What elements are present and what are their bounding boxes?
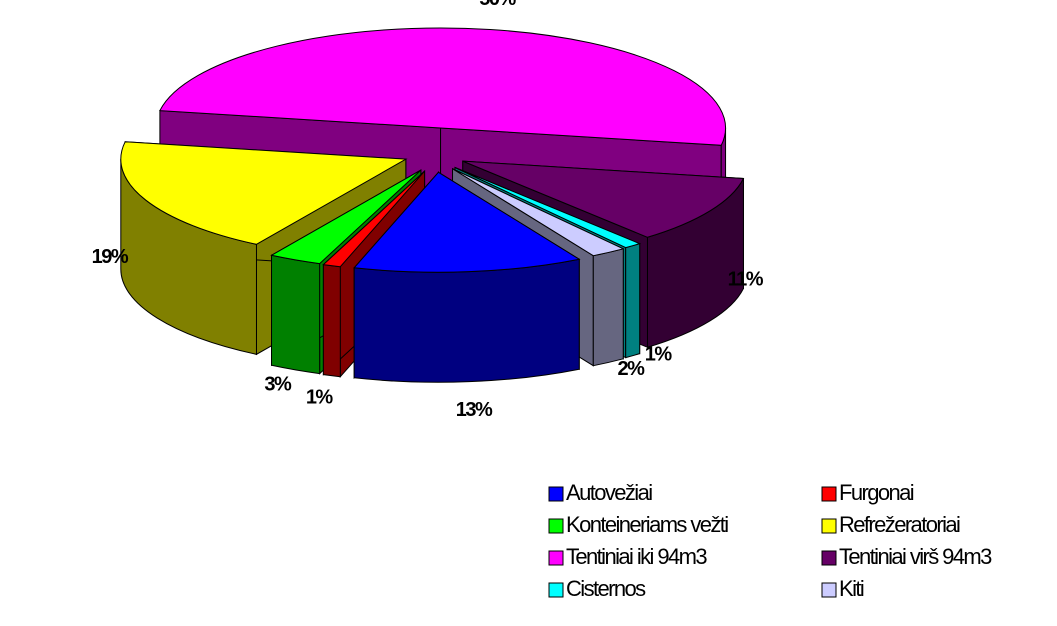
legend-label: Konteineriams vežti [566, 512, 728, 537]
legend-label: Refrežeratoriai [839, 512, 960, 537]
legend-label: Furgonai [839, 480, 914, 505]
slice-wall [322, 264, 341, 378]
data-label: 3% [264, 374, 292, 396]
slice-top [462, 160, 745, 238]
data-label: 13% [456, 399, 493, 421]
slice-top [270, 169, 422, 265]
legend-swatch [821, 550, 837, 566]
data-label: 1% [645, 343, 673, 365]
legend-label: Kiti [839, 576, 864, 601]
slice-top [454, 167, 642, 249]
slice-top [353, 171, 581, 273]
legend-swatch [548, 486, 564, 502]
legend-label: Tentiniai iki 94m3 [566, 544, 707, 569]
slice-wall [592, 248, 624, 367]
slice [353, 170, 581, 383]
legend-swatch [548, 550, 564, 566]
slice-top [452, 168, 625, 257]
legend-swatch [548, 582, 564, 598]
legend-swatch [821, 486, 837, 502]
slice-wall [271, 254, 321, 375]
slice-wall [353, 258, 580, 383]
slice-top [322, 170, 425, 268]
data-label: 19% [92, 246, 129, 268]
legend-swatch [821, 518, 837, 534]
slice-top [120, 141, 408, 245]
data-label: 50% [479, 0, 516, 10]
data-label: 2% [618, 358, 646, 380]
legend-swatch [548, 518, 564, 534]
data-label: 11% [728, 269, 764, 291]
legend-label: Cisternos [566, 576, 646, 601]
legend-label: Tentiniai virš 94m3 [839, 544, 992, 569]
slice-wall [625, 242, 641, 359]
legend-label: Autovežiai [566, 480, 652, 505]
legend-swatch [821, 582, 837, 598]
data-label: 1% [306, 386, 334, 408]
slice-top [159, 27, 726, 146]
